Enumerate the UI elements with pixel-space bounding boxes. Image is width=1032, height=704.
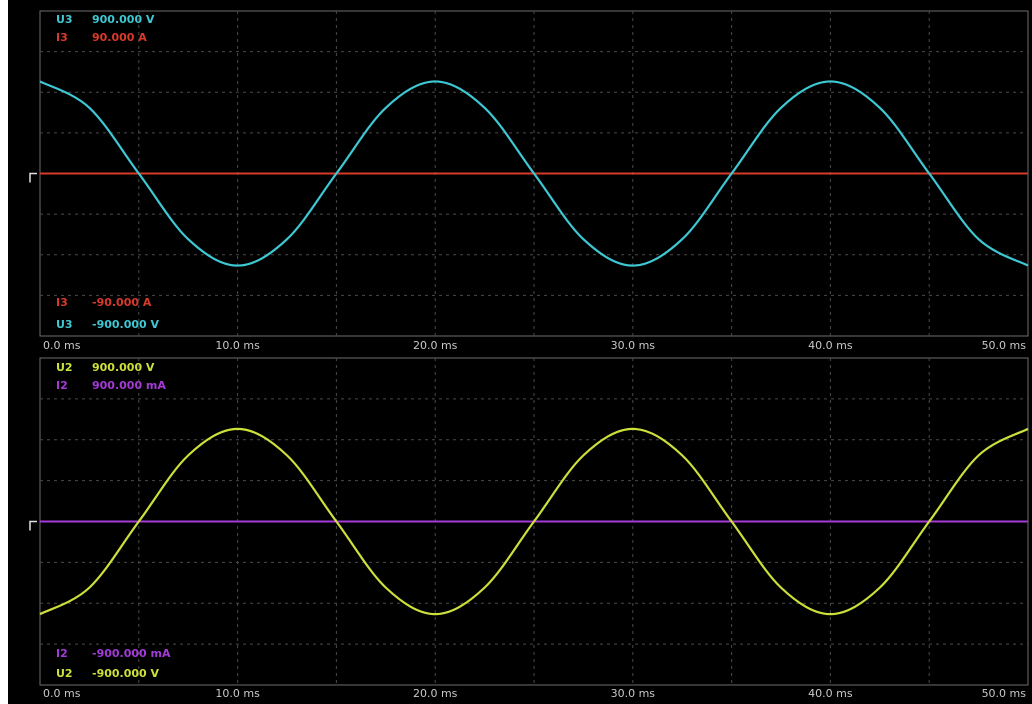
u2-min-name: U2 bbox=[56, 667, 73, 680]
x-tick-label: 40.0 ms bbox=[808, 687, 853, 700]
x-tick-label: 0.0 ms bbox=[43, 339, 81, 352]
trace-u2 bbox=[39, 427, 1029, 616]
u2-max-label: 900.000 V bbox=[92, 361, 155, 374]
x-tick-label: 30.0 ms bbox=[611, 687, 656, 700]
u2-max-name: U2 bbox=[56, 361, 73, 374]
upper-ground-marker bbox=[29, 172, 37, 183]
lower-panel: U2 900.000 V I2 900.000 mA I2 -900.000 m… bbox=[29, 357, 1029, 700]
x-tick-label: 40.0 ms bbox=[808, 339, 853, 352]
i3-max-label: 90.000 A bbox=[92, 31, 147, 44]
u3-min-name: U3 bbox=[56, 318, 73, 331]
upper-traces bbox=[39, 80, 1029, 267]
ground-level-marker bbox=[29, 520, 37, 531]
i2-max-label: 900.000 mA bbox=[92, 379, 166, 392]
x-tick-label: 30.0 ms bbox=[611, 339, 656, 352]
i2-min-label: -900.000 mA bbox=[92, 647, 171, 660]
i3-max-name: I3 bbox=[56, 31, 68, 44]
lower-traces bbox=[39, 427, 1029, 616]
i3-min-name: I3 bbox=[56, 296, 68, 309]
lower-ground-marker bbox=[29, 520, 37, 531]
x-tick-label: 50.0 ms bbox=[982, 339, 1027, 352]
left-margin bbox=[0, 0, 8, 704]
u2-min-label: -900.000 V bbox=[92, 667, 159, 680]
trace-u3 bbox=[39, 80, 1029, 267]
ground-level-marker bbox=[29, 172, 37, 183]
x-tick-label: 20.0 ms bbox=[413, 687, 458, 700]
u3-min-label: -900.000 V bbox=[92, 318, 159, 331]
lower-x-ticks: 0.0 ms 10.0 ms 20.0 ms 30.0 ms 40.0 ms 50.0 m… bbox=[43, 687, 1026, 700]
upper-x-ticks: 0.0 ms 10.0 ms 20.0 ms 30.0 ms 40.0 ms 50.0 m… bbox=[43, 339, 1026, 352]
u3-max-label: 900.000 V bbox=[92, 13, 155, 26]
i2-min-name: I2 bbox=[56, 647, 68, 660]
i3-min-label: -90.000 A bbox=[92, 296, 152, 309]
x-tick-label: 0.0 ms bbox=[43, 687, 81, 700]
i2-max-name: I2 bbox=[56, 379, 68, 392]
x-tick-label: 10.0 ms bbox=[215, 339, 260, 352]
upper-panel: U3 900.000 V I3 90.000 A I3 -90.000 A U3… bbox=[29, 10, 1029, 352]
x-tick-label: 20.0 ms bbox=[413, 339, 458, 352]
x-tick-label: 50.0 ms bbox=[982, 687, 1027, 700]
u3-max-name: U3 bbox=[56, 13, 73, 26]
x-tick-label: 10.0 ms bbox=[215, 687, 260, 700]
